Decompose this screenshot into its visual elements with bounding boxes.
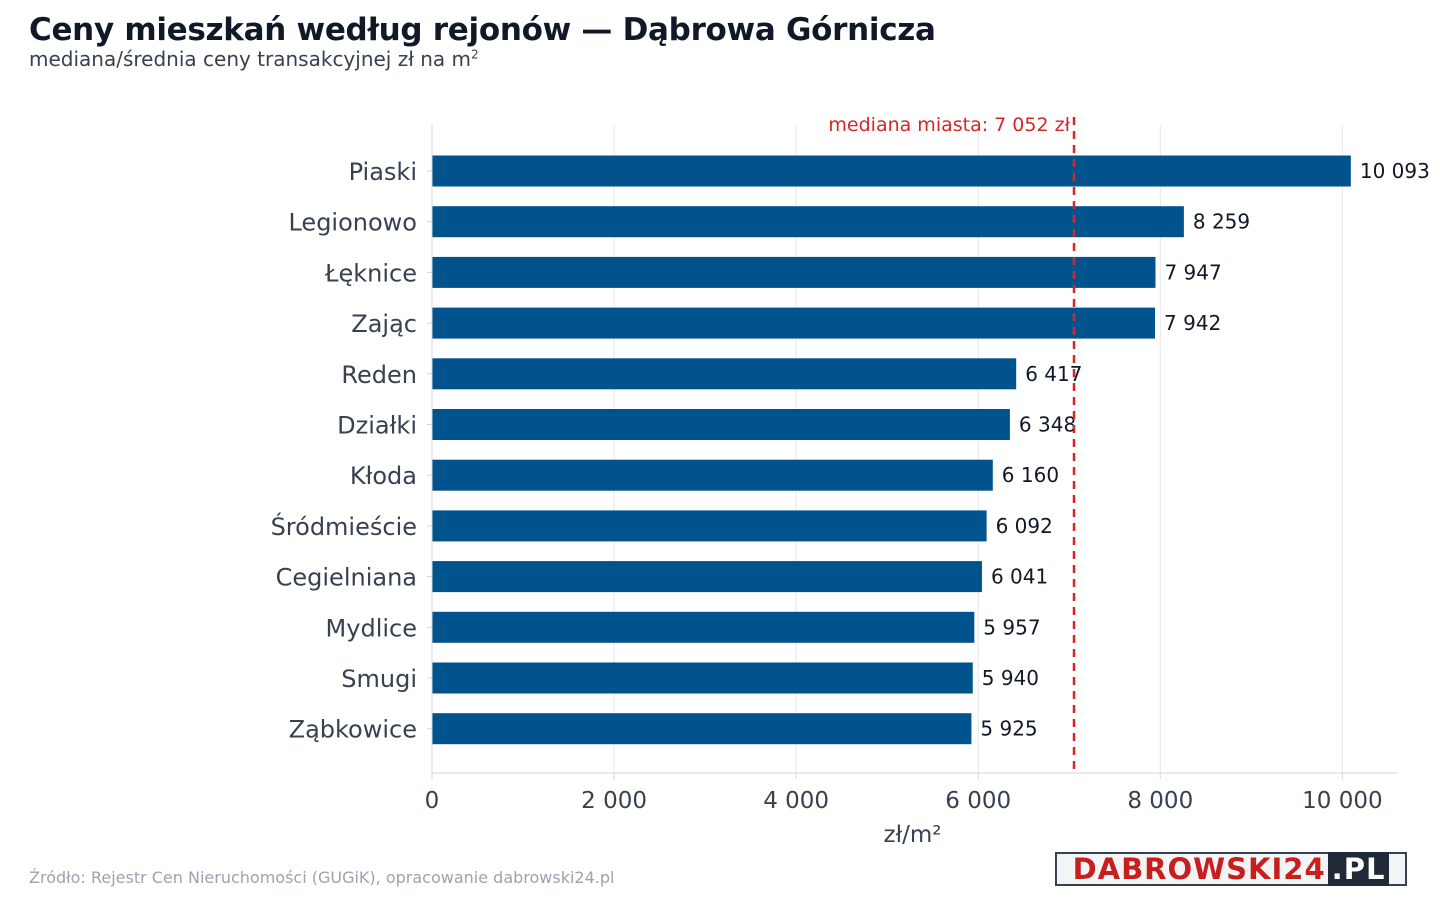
subtitle-text: mediana/średnia ceny transakcyjnej zł na… xyxy=(29,47,472,71)
category-label: Zając xyxy=(351,310,417,338)
axes: Piaski Legionowo Łęknice Zając Reden Działki K… xyxy=(271,125,1397,848)
category-label: Łęknice xyxy=(324,259,417,287)
category-label: Legionowo xyxy=(288,209,417,237)
x-tick-label: 0 xyxy=(425,788,440,814)
median-label: mediana miasta: 7 052 zł xyxy=(828,114,1070,136)
x-tick-label: 6 000 xyxy=(945,788,1011,814)
category-label: Ząbkowice xyxy=(289,716,417,744)
value-label: 6 160 xyxy=(1002,463,1059,487)
category-label: Reden xyxy=(341,361,417,389)
bar xyxy=(432,206,1184,238)
category-label: Kłoda xyxy=(350,462,417,490)
bar xyxy=(432,611,975,643)
source-note: Źródło: Rejestr Cen Nieruchomości (GUGiK… xyxy=(29,868,615,887)
x-tick-label: 8 000 xyxy=(1127,788,1193,814)
bar xyxy=(432,358,1017,390)
x-axis-label: zł/m² xyxy=(884,822,942,848)
bar xyxy=(432,561,982,593)
bar xyxy=(432,662,973,694)
bar xyxy=(432,510,987,542)
subtitle-superscript: 2 xyxy=(471,47,479,62)
brand-logo: DABROWSKI24 .PL xyxy=(1055,852,1407,886)
chart-title: Ceny mieszkań według rejonów — Dąbrowa G… xyxy=(29,12,936,48)
x-tick-label: 10 000 xyxy=(1302,788,1382,814)
logo-main-text: DABROWSKI24 xyxy=(1072,852,1326,886)
category-label: Cegielniana xyxy=(276,564,417,592)
category-label: Śródmieście xyxy=(271,511,417,541)
category-label: Smugi xyxy=(341,665,417,693)
bar xyxy=(432,307,1156,339)
category-label: Piaski xyxy=(349,158,417,186)
value-label: 6 041 xyxy=(991,565,1048,589)
category-label: Działki xyxy=(337,412,417,440)
value-label: 8 259 xyxy=(1193,210,1250,234)
bar xyxy=(432,155,1351,187)
median-reference: mediana miasta: 7 052 zł xyxy=(828,114,1076,773)
value-label: 5 957 xyxy=(983,615,1040,639)
x-tick-label: 4 000 xyxy=(763,788,829,814)
value-label: 6 092 xyxy=(996,514,1053,538)
bar xyxy=(432,459,993,491)
value-label: 7 947 xyxy=(1164,260,1221,284)
value-label: 5 925 xyxy=(980,717,1037,741)
bar xyxy=(432,256,1156,288)
bar xyxy=(432,713,972,745)
value-label: 7 942 xyxy=(1164,311,1221,335)
value-label: 5 940 xyxy=(982,666,1039,690)
value-label: 6 348 xyxy=(1019,413,1076,437)
bar xyxy=(432,409,1010,440)
x-tick-label: 2 000 xyxy=(581,788,647,814)
chart-subtitle: mediana/średnia ceny transakcyjnej zł na… xyxy=(29,47,479,71)
logo-tld-text: .PL xyxy=(1327,852,1390,886)
value-label: 10 093 xyxy=(1360,159,1430,183)
category-label: Mydlice xyxy=(326,614,417,642)
